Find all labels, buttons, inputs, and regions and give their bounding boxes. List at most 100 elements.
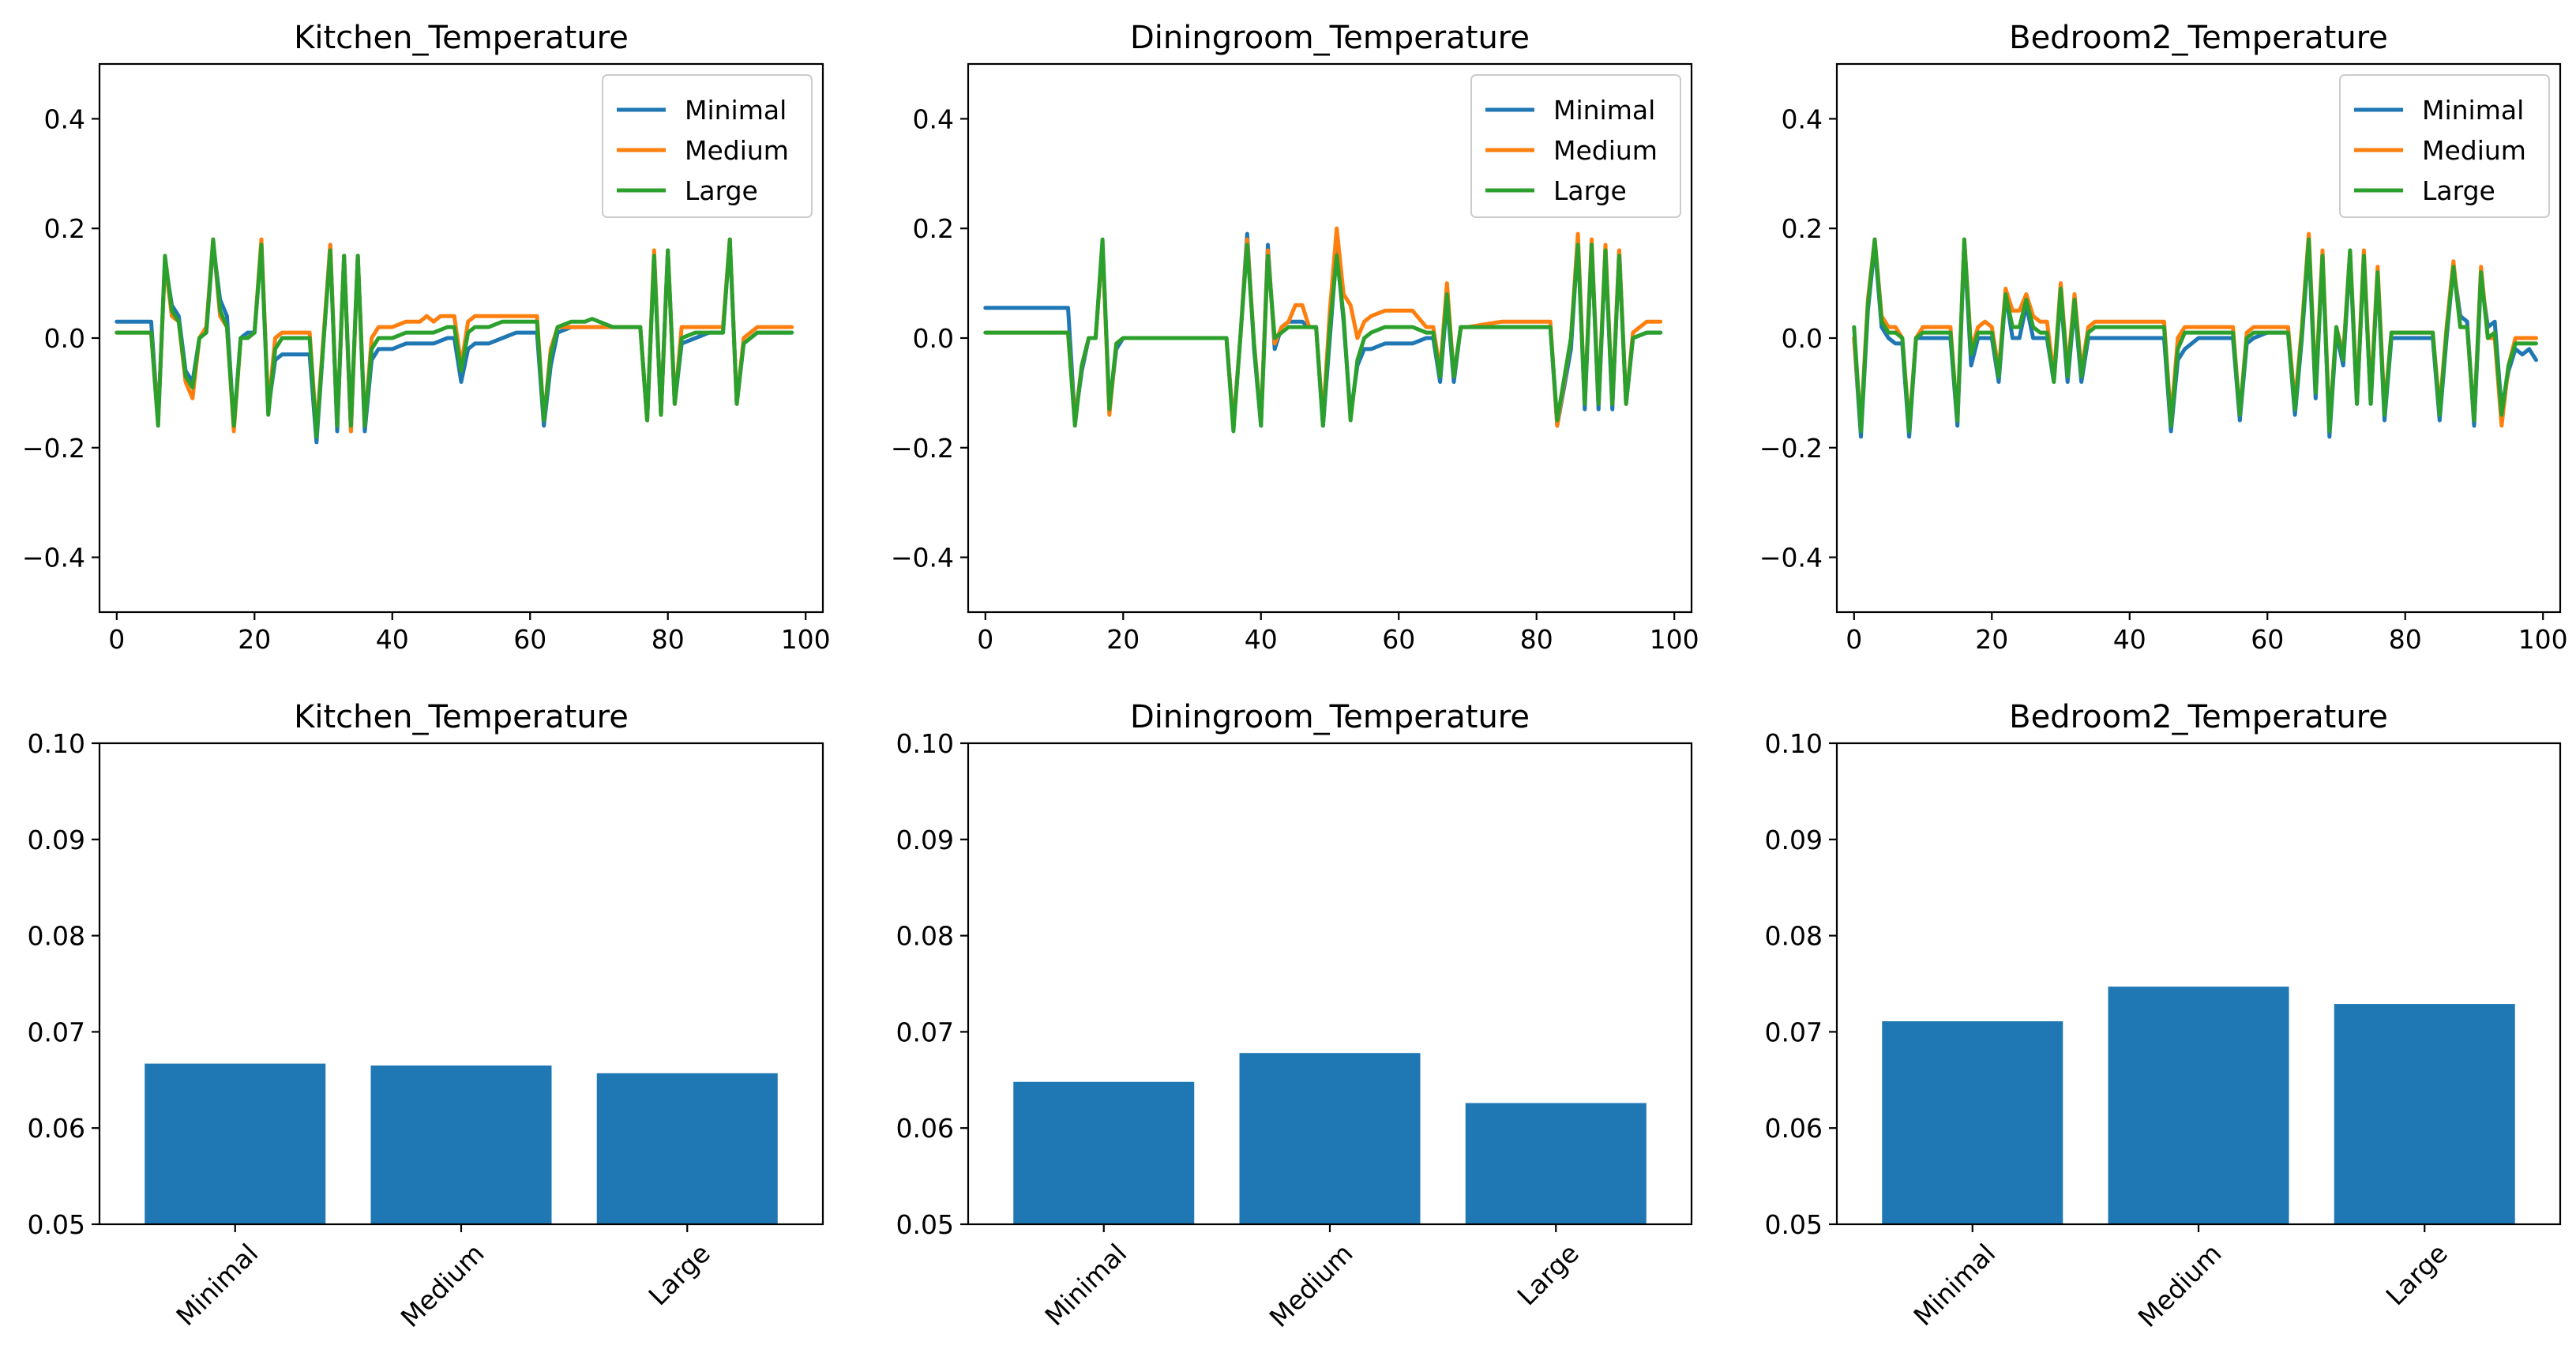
x-tick-label: Medium [2132,1238,2228,1333]
x-tick-label: Large [643,1238,716,1311]
y-tick-label: 0.2 [1782,213,1823,244]
legend: Minimal Medium Large [1470,74,1681,218]
y-tick-label: 0.09 [1765,825,1823,855]
x-tick-label: Medium [395,1238,490,1333]
axes-frame [98,742,824,1226]
y-tick-label: 0.10 [28,728,85,759]
legend-label: Medium [1553,135,1658,166]
legend: Minimal Medium Large [602,74,813,218]
y-tick-label: 0.2 [44,213,85,244]
axes-frame [1835,62,2562,614]
x-tick-label: 20 [238,624,271,655]
line-chart-1: Kitchen_Temperature −0.4 −0.2 0.0 0.2 0.4 0 20 4… [22,20,831,655]
y-tick-label: 0.08 [28,921,85,952]
x-tick-label: 40 [376,624,409,655]
x-tick-label: Large [2380,1238,2454,1311]
y-tick-label: 0.10 [896,728,954,759]
chart-title: Diningroom_Temperature [1130,699,1530,735]
chart-title: Bedroom2_Temperature [2009,699,2388,735]
y-tick-label: 0.07 [896,1017,954,1047]
y-tick-label: 0.06 [1765,1113,1823,1144]
legend-label: Minimal [2422,95,2524,126]
y-tick-label: 0.06 [896,1113,954,1144]
x-tick-label: 80 [1520,624,1553,655]
y-tick-label: 0.06 [28,1113,85,1144]
bar-chart-3: Bedroom2_Temperature 0.05 0.06 0.07 0.08 0.09… [1765,699,2562,1333]
legend-label: Large [2422,175,2495,206]
y-tick-label: 0.05 [28,1209,85,1240]
x-tick-label: 60 [513,624,546,655]
axes-frame [967,62,1693,614]
bar-medium [2108,987,2289,1224]
x-tick-label: 0 [1846,624,1862,655]
x-tick-label: 20 [1106,624,1140,655]
y-tick-label: 0.09 [896,825,954,855]
y-tick-label: 0.05 [896,1209,954,1240]
y-tick-label: −0.2 [22,433,85,464]
legend-label: Large [1553,175,1627,206]
series-line-large [983,237,1663,434]
x-tick-label: Medium [1264,1238,1359,1333]
series-line-large [1852,237,2538,434]
bar-large [596,1073,778,1224]
x-tick-label: 0 [108,624,125,655]
y-tick-label: −0.4 [1759,543,1823,573]
legend-label: Medium [685,135,789,166]
x-tick-label: Minimal [1907,1238,2001,1332]
x-tick-label: 60 [1382,624,1415,655]
y-tick-label: 0.10 [1765,728,1823,759]
y-tick-label: 0.4 [44,103,85,134]
y-tick-label: 0.2 [913,213,954,244]
y-tick-label: 0.07 [28,1017,85,1047]
bar-medium [1239,1053,1421,1224]
legend-label: Large [685,175,758,206]
y-tick-label: −0.2 [891,433,954,464]
y-tick-label: 0.05 [1765,1209,1823,1240]
y-tick-label: 0.08 [1765,921,1823,952]
bar-minimal [145,1063,326,1224]
bar-minimal [1882,1021,2063,1224]
y-tick-label: 0.0 [1782,323,1823,354]
bar-large [2334,1004,2515,1224]
x-tick-label: 100 [781,624,831,655]
series-line-large [115,237,794,439]
x-tick-label: 100 [1650,624,1699,655]
x-tick-label: 100 [2518,624,2568,655]
bar-minimal [1013,1081,1195,1224]
legend-label: Minimal [685,95,787,126]
bar-chart-1: Kitchen_Temperature 0.05 0.06 0.07 0.08 0.09 0… [28,699,824,1333]
x-tick-label: 60 [2251,624,2284,655]
x-tick-label: Minimal [1038,1238,1132,1332]
bar-large [1465,1103,1647,1224]
chart-title: Bedroom2_Temperature [2009,20,2388,56]
x-tick-label: 80 [2389,624,2422,655]
chart-title: Diningroom_Temperature [1130,20,1530,56]
legend-label: Medium [2422,135,2526,166]
bar-chart-2: Diningroom_Temperature 0.05 0.06 0.07 0.08 0.… [896,699,1693,1333]
axes-frame [1835,742,2562,1226]
chart-title: Kitchen_Temperature [294,699,629,735]
legend: Minimal Medium Large [2339,74,2550,218]
series-line-medium [983,226,1663,428]
y-tick-label: 0.07 [1765,1017,1823,1047]
y-tick-label: 0.08 [896,921,954,952]
x-tick-label: Large [1511,1238,1585,1311]
x-tick-label: 40 [1245,624,1278,655]
chart-title: Kitchen_Temperature [294,20,629,56]
y-tick-label: −0.4 [891,543,954,573]
y-tick-label: −0.4 [22,543,85,573]
x-tick-label: 20 [1975,624,2008,655]
axes-frame [967,742,1693,1226]
x-tick-label: Minimal [170,1238,264,1332]
legend-label: Minimal [1553,95,1655,126]
y-tick-label: −0.2 [1759,433,1823,464]
line-chart-2: Diningroom_Temperature −0.4 −0.2 0.0 0.2 0.4 0… [891,20,1699,655]
x-tick-label: 80 [652,624,685,655]
y-tick-label: 0.0 [44,323,85,354]
x-tick-label: 40 [2113,624,2146,655]
bar-medium [370,1065,552,1224]
y-tick-label: 0.0 [913,323,954,354]
y-tick-label: 0.4 [1782,103,1823,134]
line-chart-3: Bedroom2_Temperature −0.4 −0.2 0.0 0.2 0.4 0 20… [1759,20,2568,655]
